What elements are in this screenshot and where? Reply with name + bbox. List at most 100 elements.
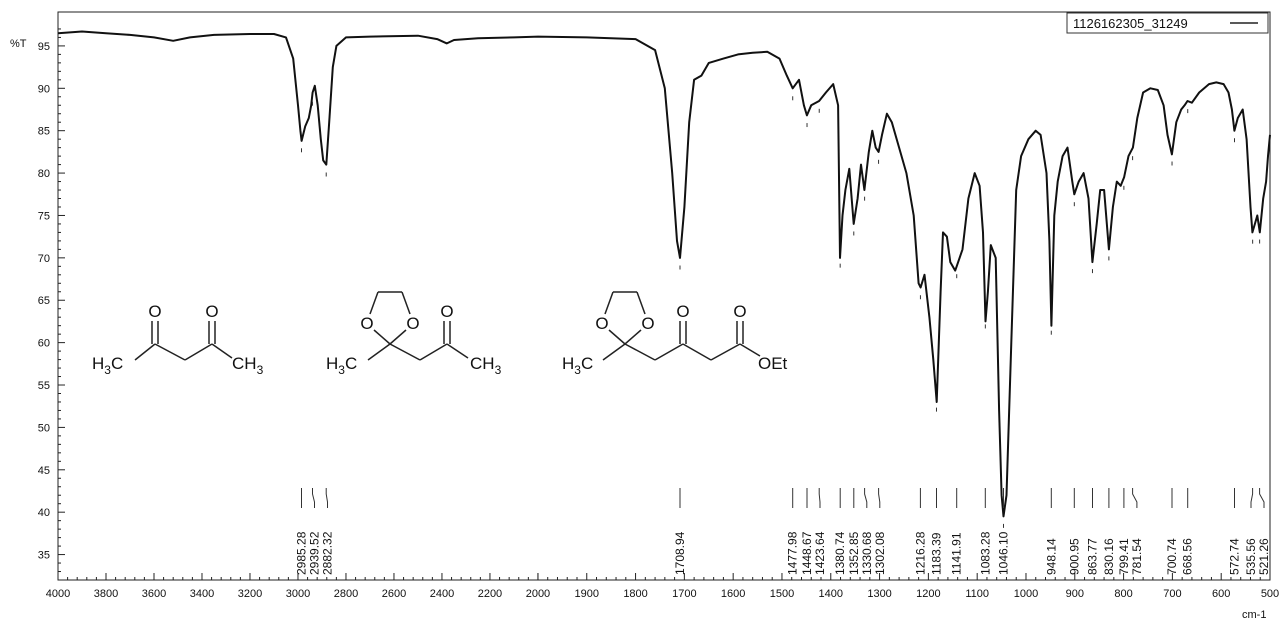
ring-oxygen-label: O [360, 314, 373, 333]
peak-label: 1708.94 [673, 531, 687, 575]
x-tick-label: 3400 [190, 588, 214, 600]
peak-leader [1259, 488, 1265, 508]
ring-oxygen-label: O [595, 314, 608, 333]
bond [389, 329, 407, 345]
y-tick-label: 80 [38, 168, 50, 180]
peak-label: 535.56 [1244, 538, 1258, 575]
bond [624, 329, 642, 345]
x-tick-label: 1000 [1014, 588, 1038, 600]
bond [710, 343, 741, 361]
peak-label: 799.41 [1117, 538, 1131, 575]
peak-leader [878, 488, 881, 508]
x-tick-label: 900 [1066, 588, 1084, 600]
y-axis: 35 40 45 50 55 60 65 70 75 80 85 90 95 [38, 28, 65, 573]
carbonyl-oxygen-label: O [676, 302, 689, 321]
y-tick-label: 95 [38, 41, 50, 53]
y-axis-title: %T [10, 38, 27, 50]
peak-label: 1380.74 [833, 531, 847, 575]
peak-label: 948.14 [1044, 538, 1058, 575]
x-tick-label: 700 [1163, 588, 1181, 600]
peak-leader [1132, 488, 1138, 508]
y-tick-label: 70 [38, 253, 50, 265]
x-tick-label: 1100 [965, 588, 989, 600]
ring-oxygen-label: O [641, 314, 654, 333]
bond [608, 329, 626, 345]
peak-label: 830.16 [1102, 538, 1116, 575]
structures: H3C CH3 O O H3C CH3 O O O H3C O O O O OEt [92, 291, 788, 377]
bond [682, 343, 712, 361]
x-tick-label: 1800 [623, 588, 647, 600]
peak-label: 700.74 [1165, 538, 1179, 575]
bond [184, 343, 213, 361]
y-tick-label: 40 [38, 507, 50, 519]
x-tick-label: 2800 [334, 588, 358, 600]
peak-labels: 2985.28 2939.52 2882.32 1708.94 1477.98 1448.… [295, 96, 1271, 575]
peak-label: 1448.67 [800, 531, 814, 575]
peak-label: 2882.32 [321, 531, 335, 575]
methyl-left-label: H3C [92, 354, 123, 377]
peak-label: 1183.39 [930, 532, 944, 575]
ester-group-label: OEt [758, 354, 788, 373]
peak-label: 1046.10 [997, 531, 1011, 575]
peak-label: 2939.52 [308, 531, 322, 575]
x-tick-label: 1900 [575, 588, 599, 600]
bond [739, 343, 761, 357]
peak-leader [818, 488, 821, 508]
legend: 1126162305_31249 [1066, 12, 1269, 34]
x-axis-unit: cm-1 [1242, 609, 1266, 621]
y-tick-label: 65 [38, 295, 50, 307]
x-tick-label: 2200 [478, 588, 502, 600]
y-tick-label: 75 [38, 210, 50, 222]
carbonyl-oxygen-label: O [440, 302, 453, 321]
y-tick-label: 45 [38, 465, 50, 477]
bond [604, 291, 614, 315]
peak-label: 1302.08 [873, 531, 887, 575]
bond [369, 291, 379, 315]
x-tick-label: 2400 [430, 588, 454, 600]
peak-leader [312, 488, 315, 508]
x-tick-label: 4000 [46, 588, 70, 600]
peak-label: 1330.68 [860, 531, 874, 575]
methyl-left-label: H3C [326, 354, 357, 377]
x-tick-label: 3800 [94, 588, 118, 600]
bond [446, 343, 469, 359]
x-tick-label: 2000 [526, 588, 550, 600]
methyl-right-label: CH3 [232, 354, 264, 377]
peak-label: 1141.91 [950, 532, 964, 575]
x-tick-label: 3200 [238, 588, 262, 600]
plot-frame [57, 11, 1271, 581]
peak-leader [864, 488, 868, 508]
x-tick-label: 1500 [770, 588, 794, 600]
x-axis: 4000 3800 3600 3400 3200 3000 2800 2600 2400 2200… [46, 573, 1279, 600]
bond [419, 343, 448, 361]
peak-leader [1250, 488, 1254, 508]
peak-label: 1352.85 [847, 531, 861, 575]
carbonyl-oxygen-label: O [205, 302, 218, 321]
x-tick-label: 600 [1212, 588, 1230, 600]
carbonyl-oxygen-label: O [733, 302, 746, 321]
bond [367, 343, 391, 361]
carbonyl-oxygen-label: O [148, 302, 161, 321]
y-tick-label: 90 [38, 83, 50, 95]
bond [211, 343, 233, 359]
bond [373, 329, 391, 345]
x-tick-label: 800 [1114, 588, 1132, 600]
peak-label: 863.77 [1086, 538, 1100, 575]
series-layer [57, 30, 1271, 518]
x-tick-label: 1200 [916, 588, 940, 600]
x-tick-label: 2600 [382, 588, 406, 600]
x-tick-label: 1700 [672, 588, 696, 600]
y-tick-label: 35 [38, 550, 50, 562]
ring-oxygen-label: O [406, 314, 419, 333]
bond [624, 343, 656, 361]
peak-label: 1477.98 [786, 531, 800, 575]
x-tick-label: 1600 [721, 588, 745, 600]
peak-label: 1083.28 [978, 531, 992, 575]
peak-label: 1423.64 [813, 531, 827, 575]
peak-label: 572.74 [1228, 538, 1242, 575]
bond [636, 291, 646, 315]
bond [401, 291, 411, 315]
peak-label: 900.95 [1067, 538, 1081, 575]
spectrum-line [57, 30, 1271, 518]
